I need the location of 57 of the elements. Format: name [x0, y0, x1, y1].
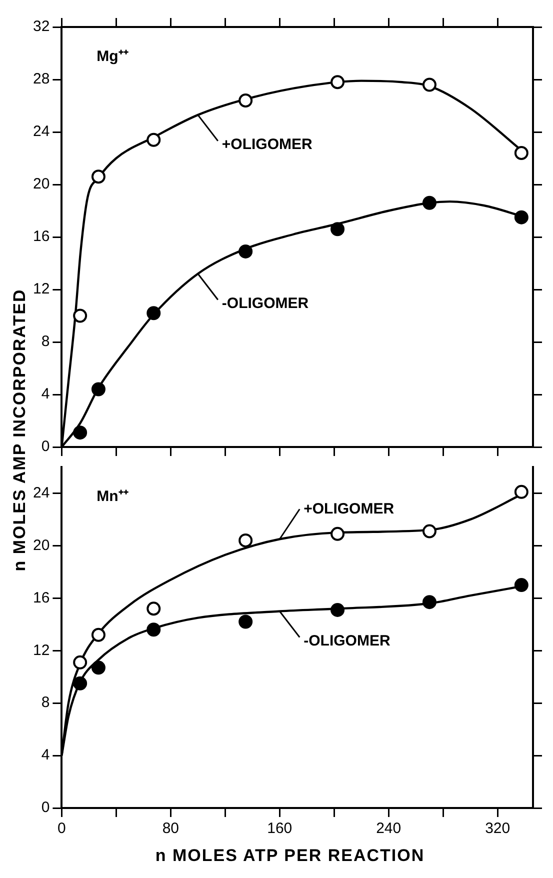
- x-tick-label: 320: [485, 820, 510, 838]
- y-tick-label: 12: [32, 642, 50, 659]
- point: [146, 622, 161, 637]
- point: [146, 306, 161, 320]
- y-tick-label: 8: [41, 694, 50, 712]
- legend-label: -OLIGOMER: [304, 632, 390, 650]
- point: [514, 146, 528, 160]
- point: [330, 602, 345, 617]
- point: [91, 170, 106, 184]
- point: [146, 132, 161, 147]
- point: [514, 484, 528, 499]
- x-tick-label: 160: [267, 820, 292, 838]
- point: [73, 676, 88, 690]
- y-tick-label: 16: [32, 589, 50, 606]
- y-tick-label: 0: [41, 799, 50, 816]
- y-tick-label: 20: [32, 536, 50, 554]
- point: [73, 308, 88, 323]
- y-tick-label: 24: [32, 123, 50, 140]
- point: [73, 655, 88, 670]
- point: [422, 78, 436, 92]
- x-axis-title: n MOLES ATP PER REACTION: [154, 846, 426, 866]
- point: [91, 382, 106, 396]
- point: [91, 660, 106, 675]
- point: [422, 524, 436, 538]
- legend-label: -OLIGOMER: [222, 294, 309, 312]
- annotation: Mg⁺⁺: [96, 48, 128, 66]
- y-tick-label: 28: [32, 70, 50, 88]
- point: [422, 196, 436, 210]
- annotation: Mn⁺⁺: [96, 488, 128, 506]
- series-label: +OLIGOMER: [304, 500, 394, 518]
- x-tick-label: 0: [58, 820, 66, 838]
- point: [422, 595, 436, 610]
- point: [238, 533, 253, 548]
- y-tick-label: 20: [32, 176, 50, 193]
- y-tick-label: 8: [41, 333, 50, 350]
- point: [238, 244, 253, 258]
- point: [330, 75, 345, 90]
- x-tick-label: 240: [376, 820, 402, 838]
- y-tick-label: 0: [41, 438, 50, 456]
- point: [238, 614, 253, 629]
- y-axis-title: n MOLES AMP INCORPORATED: [10, 288, 30, 574]
- x-tick-label: 80: [162, 820, 180, 838]
- point: [514, 578, 528, 592]
- point: [91, 628, 106, 642]
- point: [146, 602, 161, 616]
- y-tick-label: 12: [32, 280, 50, 298]
- point: [238, 94, 253, 108]
- y-tick-label: 4: [41, 386, 50, 403]
- y-tick-label: 4: [41, 746, 50, 764]
- y-tick-label: 32: [32, 18, 50, 36]
- point: [330, 222, 345, 236]
- point: [73, 426, 88, 440]
- point: [514, 210, 528, 224]
- y-tick-label: 16: [32, 228, 50, 246]
- legend-label: +OLIGOMER: [222, 136, 312, 154]
- y-tick-label: 24: [32, 484, 50, 502]
- point: [330, 526, 345, 541]
